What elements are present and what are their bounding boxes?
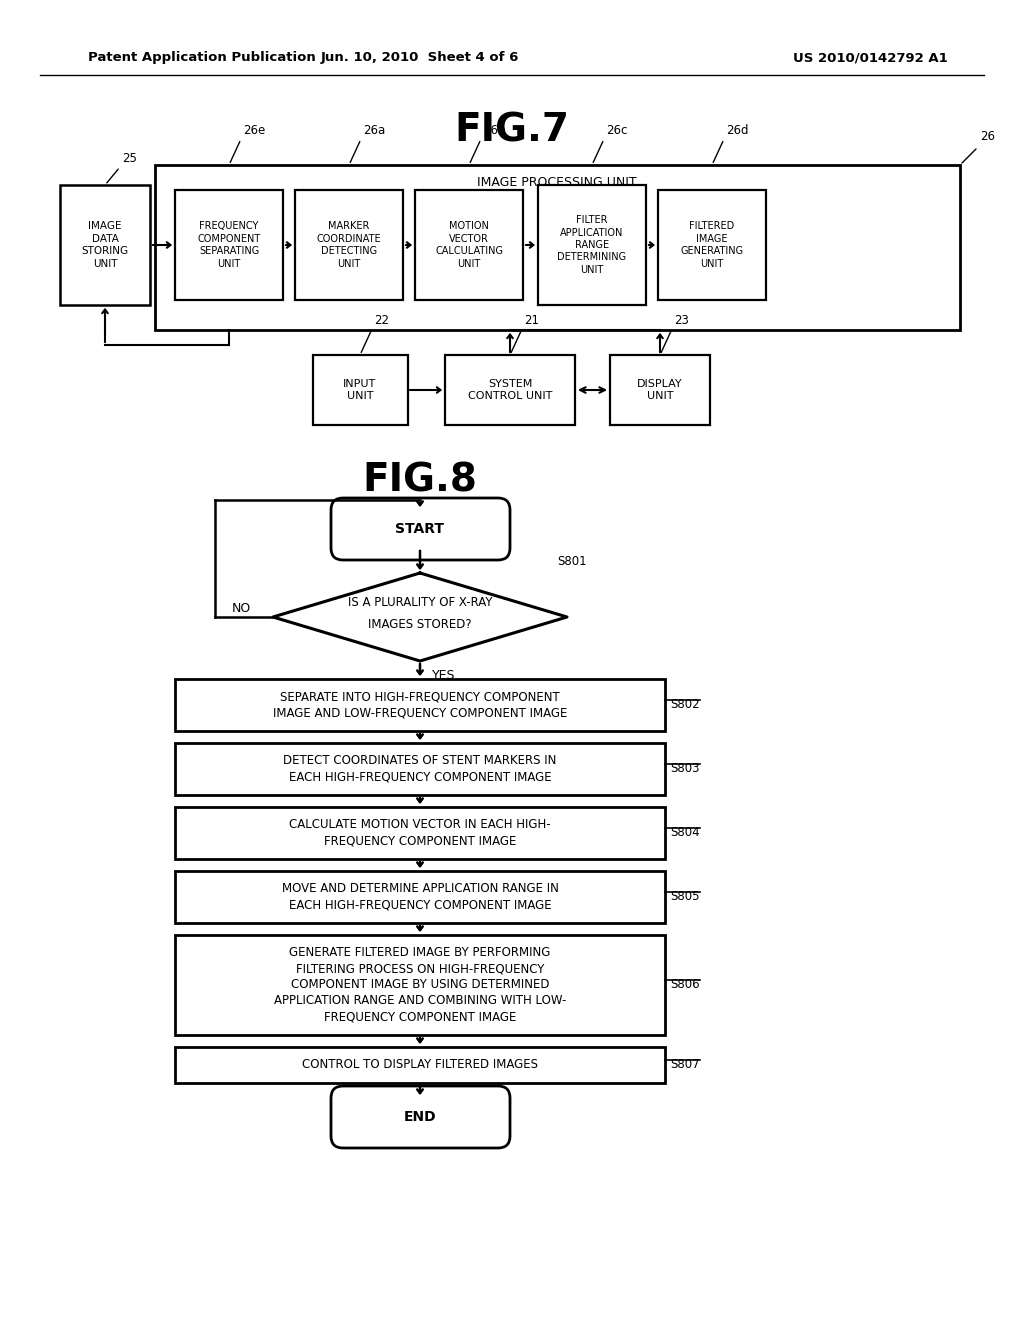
Bar [538,185,646,305]
Text: IMAGE PROCESSING UNIT: IMAGE PROCESSING UNIT [477,177,637,190]
Text: MOVE AND DETERMINE APPLICATION RANGE IN
EACH HIGH-FREQUENCY COMPONENT IMAGE: MOVE AND DETERMINE APPLICATION RANGE IN … [282,883,558,912]
Text: 26b: 26b [483,124,506,137]
Text: MOTION
VECTOR
CALCULATING
UNIT: MOTION VECTOR CALCULATING UNIT [435,222,503,268]
Polygon shape [273,573,567,661]
Text: INPUT
UNIT: INPUT UNIT [343,379,377,401]
Text: Jun. 10, 2010  Sheet 4 of 6: Jun. 10, 2010 Sheet 4 of 6 [321,51,519,65]
Bar [155,165,961,330]
Bar [175,1047,665,1082]
Text: GENERATE FILTERED IMAGE BY PERFORMING
FILTERING PROCESS ON HIGH-FREQUENCY
COMPON: GENERATE FILTERED IMAGE BY PERFORMING FI… [273,946,566,1023]
Bar [175,678,665,731]
Bar [175,743,665,795]
Text: 26d: 26d [726,124,749,137]
Bar [415,190,523,300]
Text: SEPARATE INTO HIGH-FREQUENCY COMPONENT
IMAGE AND LOW-FREQUENCY COMPONENT IMAGE: SEPARATE INTO HIGH-FREQUENCY COMPONENT I… [272,690,567,719]
Bar [313,355,408,425]
Text: S807: S807 [670,1059,699,1072]
Text: S805: S805 [670,891,699,903]
Bar [295,190,403,300]
Text: DISPLAY
UNIT: DISPLAY UNIT [637,379,683,401]
Text: SYSTEM
CONTROL UNIT: SYSTEM CONTROL UNIT [468,379,552,401]
Bar [658,190,766,300]
Text: FIG.7: FIG.7 [455,111,569,149]
Text: FILTERED
IMAGE
GENERATING
UNIT: FILTERED IMAGE GENERATING UNIT [680,222,743,268]
Text: START: START [395,521,444,536]
Text: S804: S804 [670,826,699,840]
Text: 26a: 26a [362,124,385,137]
Text: 26c: 26c [606,124,628,137]
Bar [175,807,665,859]
Text: IS A PLURALITY OF X-RAY: IS A PLURALITY OF X-RAY [348,597,493,610]
Bar [445,355,575,425]
Text: YES: YES [432,669,456,682]
Text: FREQUENCY
COMPONENT
SEPARATING
UNIT: FREQUENCY COMPONENT SEPARATING UNIT [198,222,261,268]
Text: S801: S801 [557,554,587,568]
Text: S802: S802 [670,698,699,711]
FancyBboxPatch shape [331,498,510,560]
Text: END: END [403,1110,436,1125]
Text: US 2010/0142792 A1: US 2010/0142792 A1 [793,51,947,65]
Text: CONTROL TO DISPLAY FILTERED IMAGES: CONTROL TO DISPLAY FILTERED IMAGES [302,1059,538,1072]
Text: S803: S803 [670,763,699,776]
Text: NO: NO [231,602,251,615]
Text: 26e: 26e [243,124,265,137]
Text: 23: 23 [674,314,689,327]
Bar [175,190,283,300]
FancyBboxPatch shape [331,1086,510,1148]
Text: IMAGES STORED?: IMAGES STORED? [369,619,472,631]
Text: FILTER
APPLICATION
RANGE
DETERMINING
UNIT: FILTER APPLICATION RANGE DETERMINING UNI… [557,215,627,275]
Bar [175,935,665,1035]
Text: 21: 21 [524,314,539,327]
Text: 26: 26 [980,129,995,143]
Text: S806: S806 [670,978,699,991]
Text: IMAGE
DATA
STORING
UNIT: IMAGE DATA STORING UNIT [82,222,129,268]
Text: DETECT COORDINATES OF STENT MARKERS IN
EACH HIGH-FREQUENCY COMPONENT IMAGE: DETECT COORDINATES OF STENT MARKERS IN E… [284,755,557,784]
Text: MARKER
COORDINATE
DETECTING
UNIT: MARKER COORDINATE DETECTING UNIT [316,222,381,268]
Text: Patent Application Publication: Patent Application Publication [88,51,315,65]
Text: CALCULATE MOTION VECTOR IN EACH HIGH-
FREQUENCY COMPONENT IMAGE: CALCULATE MOTION VECTOR IN EACH HIGH- FR… [289,818,551,847]
Bar [610,355,710,425]
Text: 22: 22 [374,314,389,327]
Bar [175,871,665,923]
Text: FIG.8: FIG.8 [362,461,477,499]
Bar [60,185,150,305]
Text: 25: 25 [122,152,137,165]
